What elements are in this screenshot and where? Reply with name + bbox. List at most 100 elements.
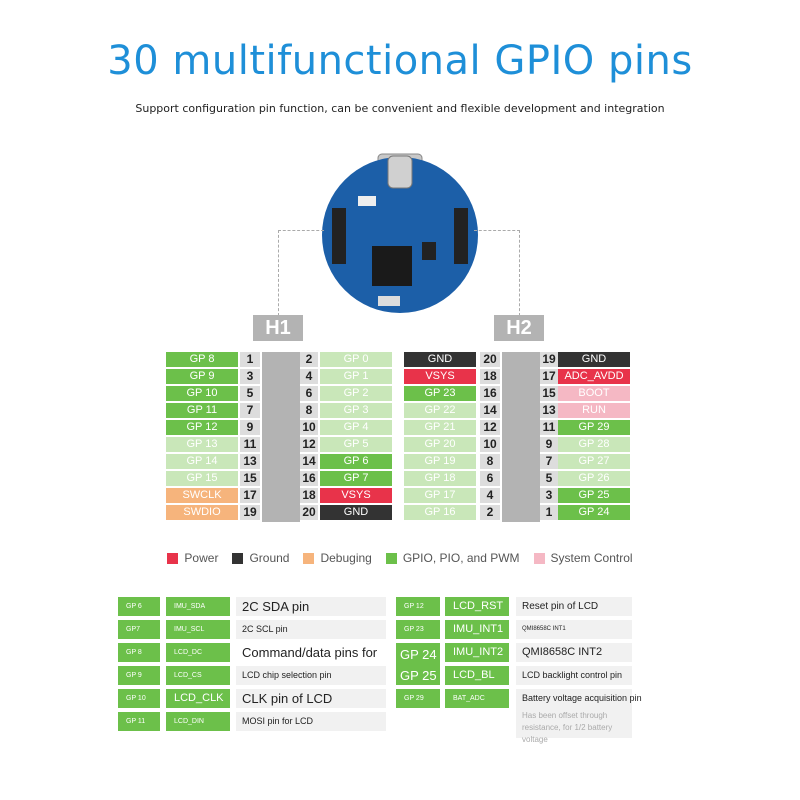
pin-label: GP 25 — [558, 488, 630, 503]
pin-label: GP 2 — [320, 386, 392, 401]
pin-number: 18 — [480, 369, 500, 384]
pin-label: GP 27 — [558, 454, 630, 469]
legend-item-ground: Ground — [232, 551, 289, 565]
pin-number: 15 — [540, 386, 558, 401]
signal-label: IMU_INT2 — [445, 643, 509, 662]
gpio-label: GP 23 — [396, 620, 440, 639]
pin-label: GP 28 — [558, 437, 630, 452]
legend-label: Debuging — [320, 551, 372, 565]
pin-label: GP 15 — [166, 471, 238, 486]
pin-label: GP 14 — [166, 454, 238, 469]
function-description: MOSI pin for LCD — [236, 712, 386, 731]
h1-connector-line — [278, 230, 324, 316]
signal-label: LCD_CS — [166, 666, 230, 685]
legend-item-power: Power — [167, 551, 218, 565]
legend-label: GPIO, PIO, and PWM — [402, 551, 520, 565]
pin-number: 1 — [540, 505, 558, 520]
pin-label: GP 24 — [558, 505, 630, 520]
legend-label: System Control — [550, 551, 633, 565]
pin-label: GP 19 — [404, 454, 476, 469]
legend-swatch — [385, 552, 397, 564]
pin-label: GP 9 — [166, 369, 238, 384]
pin-label: GP 23 — [404, 386, 476, 401]
function-description: Battery voltage acquisition pin — [516, 689, 642, 708]
signal-label: LCD_DC — [166, 643, 230, 662]
h2-connector-line — [474, 230, 520, 316]
pin-number: 2 — [300, 352, 318, 367]
pin-number: 6 — [300, 386, 318, 401]
pin-label: GP 7 — [320, 471, 392, 486]
gpio-label: GP 11 — [118, 712, 160, 731]
pin-number: 3 — [240, 369, 260, 384]
board-image — [322, 153, 478, 313]
function-description: QMI8658C INT2 — [516, 643, 632, 662]
page-title: 30 multifunctional GPIO pins — [107, 38, 693, 84]
signal-label: LCD_BL — [445, 666, 509, 685]
gpio-label: GP7 — [118, 620, 160, 639]
signal-label: IMU_INT1 — [445, 620, 509, 639]
pin-label: GP 11 — [166, 403, 238, 418]
pin-label: GP 12 — [166, 420, 238, 435]
pin-label: GP 20 — [404, 437, 476, 452]
pin-label: ADC_AVDD — [558, 369, 630, 384]
pin-label: VSYS — [320, 488, 392, 503]
pin-number: 16 — [480, 386, 500, 401]
pin-number: 17 — [240, 488, 260, 503]
function-description: CLK pin of LCD — [236, 689, 386, 708]
legend-swatch — [232, 552, 244, 564]
function-description: QMI8658C INT1 — [516, 620, 632, 639]
pin-number: 15 — [240, 471, 260, 486]
pin-number: 19 — [540, 352, 558, 367]
pin-label: GP 6 — [320, 454, 392, 469]
legend-label: Power — [184, 551, 219, 565]
function-description: 2C SCL pin — [236, 620, 386, 639]
signal-label: IMU_SCL — [166, 620, 230, 639]
pin-label: GND — [558, 352, 630, 367]
h2-header-label: H2 — [494, 315, 544, 341]
pin-label: GP 1 — [320, 369, 392, 384]
pin-label: GP 18 — [404, 471, 476, 486]
pin-label: RUN — [558, 403, 630, 418]
pin-number: 18 — [300, 488, 318, 503]
pin-number: 20 — [480, 352, 500, 367]
legend-item-gpio: GPIO, PIO, and PWM — [385, 551, 520, 565]
function-description: LCD chip selection pin — [236, 666, 386, 685]
signal-label: LCD_CLK — [166, 689, 230, 708]
pin-number: 7 — [240, 403, 260, 418]
pin-number: 14 — [300, 454, 318, 469]
pin-label: VSYS — [404, 369, 476, 384]
gpio-label: GP 29 — [396, 689, 440, 708]
pin-number: 12 — [480, 420, 500, 435]
pin-label: SWDIO — [166, 505, 238, 520]
signal-label: LCD_DIN — [166, 712, 230, 731]
h2-connector-body — [502, 352, 540, 522]
pin-number: 8 — [300, 403, 318, 418]
legend-swatch — [167, 552, 179, 564]
gpio-label: GP 8 — [118, 643, 160, 662]
pin-number: 13 — [540, 403, 558, 418]
gpio-label: GP 24 — [396, 643, 440, 666]
pin-number: 10 — [300, 420, 318, 435]
legend-swatch — [533, 552, 545, 564]
pin-label: GP 5 — [320, 437, 392, 452]
pin-number: 20 — [300, 505, 318, 520]
function-description: Command/data pins for — [236, 643, 386, 662]
pin-label: BOOT — [558, 386, 630, 401]
pin-label: GND — [404, 352, 476, 367]
pin-label: GND — [320, 505, 392, 520]
pin-number: 6 — [480, 471, 500, 486]
pin-label: GP 26 — [558, 471, 630, 486]
pin-label: GP 17 — [404, 488, 476, 503]
gpio-label: GP 25 — [396, 666, 440, 685]
function-description: LCD backlight control pin — [516, 666, 632, 685]
pin-number: 2 — [480, 505, 500, 520]
gpio-label: GP 6 — [118, 597, 160, 616]
signal-label: LCD_RST — [445, 597, 509, 616]
pin-number: 1 — [240, 352, 260, 367]
pin-number: 4 — [300, 369, 318, 384]
pin-label: GP 22 — [404, 403, 476, 418]
pin-label: GP 4 — [320, 420, 392, 435]
pin-number: 11 — [240, 437, 260, 452]
pin-label: GP 16 — [404, 505, 476, 520]
legend-item-debuging: Debuging — [303, 551, 372, 565]
